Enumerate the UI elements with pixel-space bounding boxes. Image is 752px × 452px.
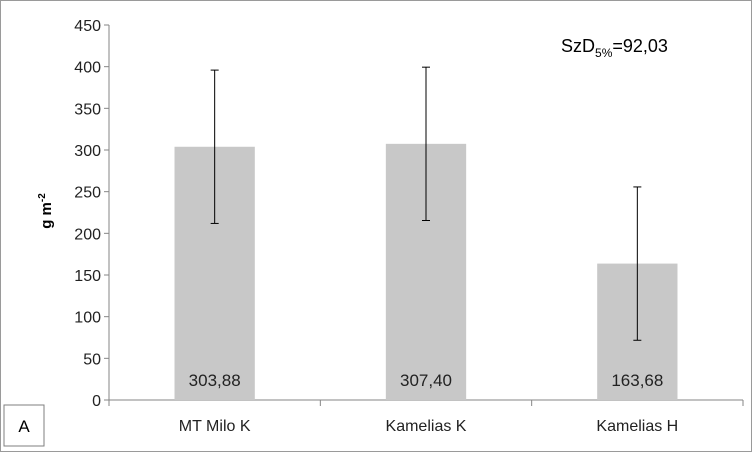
y-tick-label: 450 (74, 18, 101, 35)
panel-label-box: A (3, 404, 45, 447)
x-category-label: Kamelias H (596, 418, 678, 435)
data-label: 303,88 (189, 371, 241, 390)
data-label: 307,40 (400, 371, 452, 390)
lsd-annotation-rest: =92,03 (612, 36, 668, 56)
y-tick-label: 150 (74, 268, 101, 285)
axes: 0 50 100 150 200 250 300 350 400 450 (74, 18, 744, 410)
y-axis-label-base: g m (38, 202, 55, 229)
y-tick-label: 100 (74, 310, 101, 327)
y-tick-label: 350 (74, 101, 101, 118)
y-axis-label: g m-2 (37, 193, 55, 229)
y-tick-label: 200 (74, 226, 101, 243)
lsd-annotation-sub: 5% (595, 46, 613, 60)
data-label: 163,68 (611, 371, 663, 390)
panel-label: A (18, 417, 30, 436)
y-tick-label: 50 (83, 351, 101, 368)
y-tick-label: 300 (74, 143, 101, 160)
labels: 303,88 MT Milo K 307,40 Kamelias K 163,68 Kam… (179, 371, 678, 435)
lsd-annotation-base: SzD (561, 36, 595, 56)
x-category-label: Kamelias K (386, 418, 467, 435)
lsd-annotation: SzD5%=92,03 (561, 36, 668, 60)
error-bars (210, 66, 642, 341)
y-tick-label: 0 (92, 393, 101, 410)
x-category-label: MT Milo K (179, 418, 251, 435)
y-tick-label: 250 (74, 185, 101, 202)
y-tick-label: 400 (74, 60, 101, 77)
y-axis-label-sup: -2 (37, 193, 48, 202)
